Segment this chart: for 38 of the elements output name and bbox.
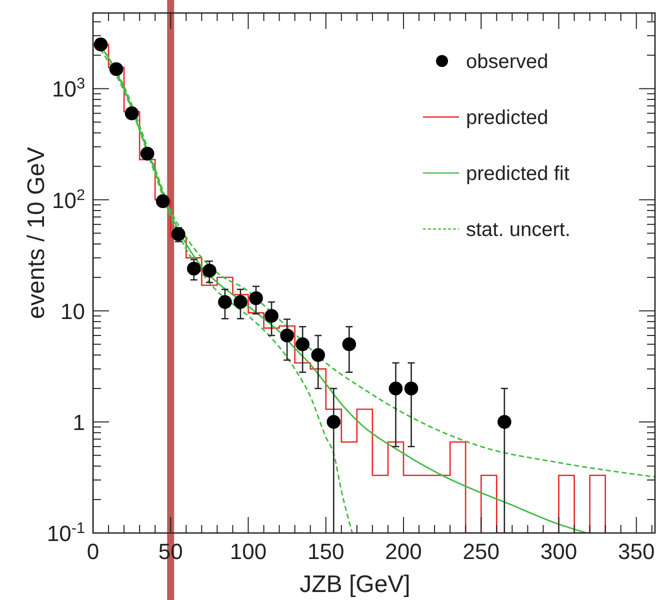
x-axis-title: JZB [GeV] — [300, 571, 410, 598]
point — [404, 382, 418, 396]
x-tick-label: 150 — [308, 539, 344, 564]
x-tick-label: 200 — [385, 539, 422, 564]
point — [171, 227, 186, 242]
legend-label: predicted fit — [466, 163, 570, 185]
legend-label: predicted — [466, 107, 548, 129]
x-tick-label: 300 — [540, 539, 578, 564]
point — [249, 291, 263, 306]
point — [218, 295, 232, 309]
point — [342, 337, 356, 352]
point — [140, 146, 154, 161]
y-tick-label: 1 — [72, 410, 85, 435]
point — [234, 295, 248, 309]
point — [264, 309, 278, 323]
point — [388, 382, 403, 396]
point — [296, 337, 310, 352]
point — [109, 62, 124, 76]
y-tick-label: 10$^{3}$ — [52, 75, 85, 102]
point — [187, 262, 201, 276]
point — [280, 328, 294, 342]
y-tick-label: 10$^{-1}$ — [46, 520, 85, 546]
y-axis-title: events / 10 GeV — [23, 146, 50, 320]
point — [124, 106, 139, 120]
legend-label: stat. uncert. — [466, 219, 570, 241]
point — [156, 194, 170, 208]
point — [326, 415, 341, 429]
x-tick-label: 0 — [86, 539, 100, 564]
point — [202, 264, 216, 278]
x-tick-label: 250 — [462, 539, 500, 564]
y-tick-label: 10 — [60, 298, 85, 324]
point — [311, 348, 326, 362]
point — [498, 415, 512, 429]
x-tick-label: 350 — [618, 539, 655, 564]
point — [94, 38, 108, 52]
y-tick-label: 10$^{2}$ — [52, 186, 85, 213]
legend-label: observed — [466, 51, 548, 73]
x-tick-label: 100 — [230, 539, 267, 564]
